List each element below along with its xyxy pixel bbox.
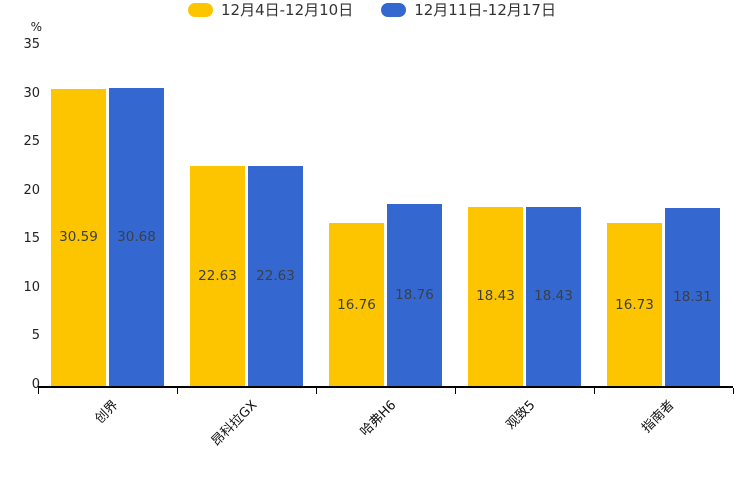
bar-value-label: 30.68 — [117, 228, 156, 245]
y-axis-tick-label: 0 — [31, 377, 40, 392]
x-axis-tick-mark — [37, 388, 39, 394]
x-axis-category-label: 观致5 — [503, 397, 538, 433]
bar-value-label: 16.76 — [337, 296, 376, 313]
x-axis-category-label: 指南者 — [638, 397, 677, 437]
bar-value-label: 22.63 — [198, 268, 237, 285]
x-axis-tick-mark — [593, 388, 595, 394]
bar-value-label: 18.76 — [395, 286, 434, 303]
x-axis-tick-mark — [454, 388, 456, 394]
x-axis-category-label: 创界 — [91, 397, 121, 427]
x-axis-category-label: 哈弗H6 — [357, 397, 399, 440]
bar-哈弗H6-series-1: 16.76 — [329, 223, 384, 386]
legend-item-series-2[interactable]: 12月11日-12月17日 — [381, 0, 556, 20]
bar-value-label: 16.73 — [615, 296, 654, 313]
bar-观致5-series-2: 18.43 — [526, 206, 581, 386]
bar-观致5-series-1: 18.43 — [468, 206, 523, 386]
x-axis-tick-mark — [315, 388, 317, 394]
bar-昂科拉GX-series-2: 22.63 — [248, 166, 303, 386]
bar-指南者-series-1: 16.73 — [607, 223, 662, 386]
bar-创界-series-1: 30.59 — [51, 88, 106, 386]
bar-创界-series-2: 30.68 — [109, 87, 164, 386]
legend-label: 12月11日-12月17日 — [414, 1, 556, 19]
bar-value-label: 30.59 — [59, 229, 98, 246]
y-axis-tick-label: 35 — [23, 37, 40, 52]
y-axis-tick-label: 15 — [23, 231, 40, 247]
x-axis-category-label: 昂科拉GX — [208, 397, 260, 450]
bar-value-label: 18.43 — [476, 288, 515, 305]
y-axis-tick-label: 25 — [23, 134, 40, 150]
bar-指南者-series-2: 18.31 — [665, 208, 720, 386]
y-axis-unit-label: % — [30, 20, 42, 34]
y-axis-tick-label: 5 — [31, 328, 40, 344]
y-axis-tick-label: 30 — [23, 85, 40, 101]
y-axis-tick-label: 20 — [23, 182, 40, 198]
y-axis-tick-label: 10 — [23, 279, 40, 295]
x-axis-tick-mark — [732, 388, 734, 394]
legend-swatch-icon — [188, 3, 213, 17]
legend-item-series-1[interactable]: 12月4日-12月10日 — [188, 0, 353, 20]
x-axis-tick-mark — [176, 388, 178, 394]
bar-昂科拉GX-series-1: 22.63 — [190, 166, 245, 386]
bar-value-label: 18.43 — [534, 288, 573, 305]
legend: 12月4日-12月10日 12月11日-12月17日 — [0, 0, 744, 20]
x-axis-line — [38, 386, 733, 388]
legend-swatch-icon — [381, 3, 407, 17]
bar-value-label: 18.31 — [673, 289, 712, 306]
legend-label: 12月4日-12月10日 — [221, 1, 354, 19]
bar-哈弗H6-series-2: 18.76 — [387, 203, 442, 386]
bar-value-label: 22.63 — [256, 268, 295, 285]
